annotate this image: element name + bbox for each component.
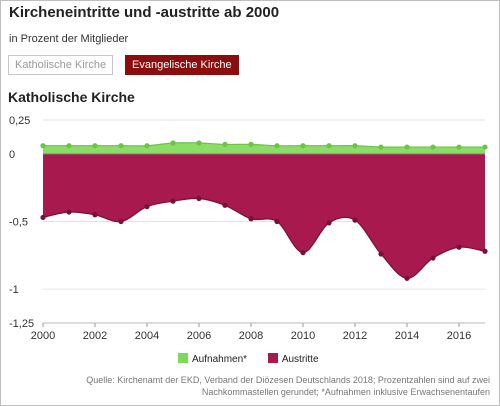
y-tick-label: 0,25 [9, 115, 30, 127]
point-austritte-2000 [40, 214, 46, 221]
page-title: Kircheneintritte und -austritte ab 2000 [9, 4, 280, 21]
legend-label-austritte: Austritte [281, 354, 319, 365]
source-note: Quelle: Kirchenamt der EKD, Verband der … [86, 375, 490, 397]
x-tick-label: 2010 [291, 330, 315, 342]
point-austritte-2009 [274, 218, 280, 225]
point-austritte-2007 [222, 202, 228, 208]
point-aufnahmen-2000 [40, 143, 46, 149]
point-austritte-2015 [430, 255, 436, 261]
area-austritte [43, 153, 485, 279]
point-austritte-2010 [300, 250, 306, 256]
x-tick-label: 2006 [187, 330, 211, 342]
point-aufnahmen-2012 [352, 143, 358, 149]
point-aufnahmen-2013 [378, 144, 384, 150]
legend-swatch-aufnahmen [178, 353, 188, 363]
point-austritte-2011 [326, 220, 332, 226]
point-austritte-2006 [196, 195, 202, 202]
point-austritte-2002 [92, 212, 98, 218]
x-tick-label: 2012 [343, 330, 367, 342]
point-austritte-2013 [378, 251, 384, 257]
x-tick-label: 2002 [83, 330, 107, 342]
section-title: Katholische Kirche [8, 89, 135, 105]
legend-swatch-austritte [267, 353, 278, 363]
y-tick-label: -1,25 [9, 318, 34, 330]
point-austritte-2004 [144, 204, 150, 210]
point-aufnahmen-2016 [456, 144, 462, 150]
x-tick-label: 2014 [395, 330, 419, 342]
point-austritte-2003 [118, 218, 124, 225]
point-austritte-2008 [248, 216, 254, 222]
point-aufnahmen-2014 [404, 144, 410, 150]
legend-item-aufnahmen[interactable]: Aufnahmen* [178, 353, 250, 365]
x-tick-label: 2008 [239, 330, 263, 342]
legend-label-aufnahmen: Aufnahmen* [192, 354, 248, 365]
point-aufnahmen-2007 [222, 141, 228, 147]
point-aufnahmen-2005 [170, 140, 176, 146]
point-austritte-2016 [456, 244, 462, 250]
point-aufnahmen-2015 [430, 144, 436, 150]
area-aufnahmen [43, 142, 485, 154]
point-aufnahmen-2008 [248, 141, 254, 147]
point-austritte-2012 [352, 217, 358, 223]
point-austritte-2014 [404, 275, 410, 281]
point-aufnahmen-2006 [196, 140, 202, 146]
point-aufnahmen-2004 [144, 143, 150, 149]
point-aufnahmen-2010 [300, 143, 306, 149]
point-aufnahmen-2001 [66, 143, 72, 149]
page-subtitle: in Prozent der Mitglieder [9, 33, 129, 45]
point-aufnahmen-2002 [92, 143, 98, 149]
x-tick-label: 2016 [447, 330, 471, 342]
point-austritte-2001 [66, 209, 72, 215]
y-tick-label: -0,5 [9, 217, 28, 229]
point-aufnahmen-2017 [482, 144, 488, 150]
tab-evangelische-kirche[interactable]: Evangelische Kirche [125, 55, 239, 75]
point-aufnahmen-2003 [118, 143, 124, 149]
point-aufnahmen-2009 [274, 143, 280, 149]
x-tick-label: 2004 [135, 330, 159, 342]
legend-item-austritte[interactable]: Austritte [267, 353, 319, 365]
x-tick-label: 2000 [31, 330, 55, 342]
chart-legend: Aufnahmen* Austritte [178, 353, 337, 365]
y-tick-label: -1 [9, 284, 19, 296]
point-austritte-2005 [170, 198, 176, 204]
point-austritte-2017 [482, 248, 488, 254]
tab-katholische-kirche[interactable]: Katholische Kirche [8, 55, 114, 75]
point-aufnahmen-2011 [326, 143, 332, 149]
y-tick-label: 0 [9, 149, 15, 161]
